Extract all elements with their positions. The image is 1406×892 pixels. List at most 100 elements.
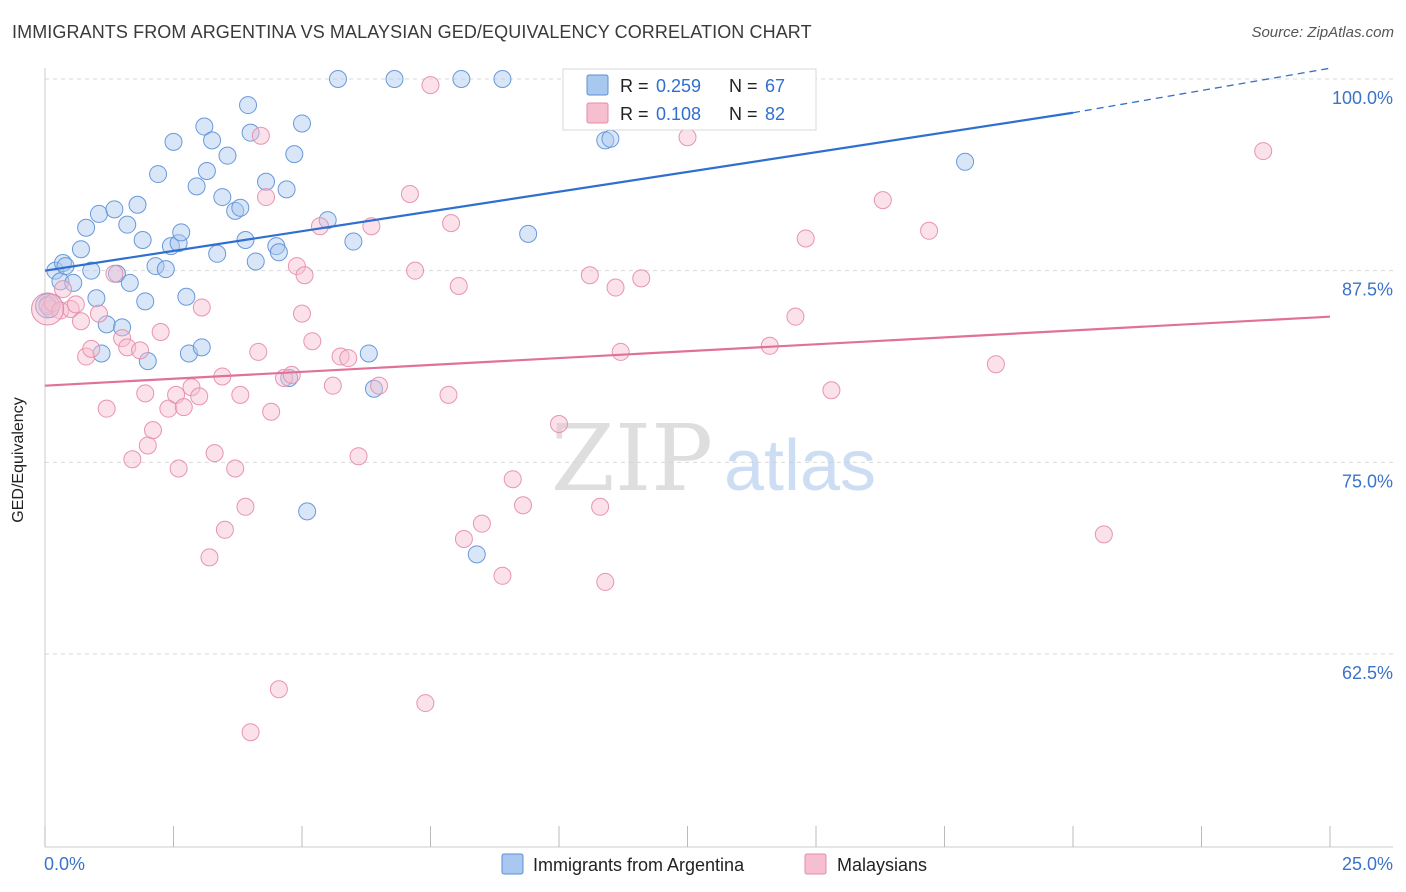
y-tick-label: 75.0% <box>1342 471 1393 491</box>
malaysian-point <box>421 76 440 95</box>
malaysian-point <box>439 385 458 404</box>
malaysian-point <box>416 694 435 713</box>
x-tick-label-max: 25.0% <box>1342 854 1393 874</box>
malaysian-point <box>796 229 815 248</box>
argentina-point <box>213 188 232 207</box>
malaysian-point <box>295 266 314 285</box>
stats-legend: R = 0.259 N = 67 R = 0.108 N = 82 <box>562 68 817 131</box>
argentina-point <box>89 204 108 223</box>
argentina-trendline-extension <box>1072 67 1331 114</box>
malaysian-point <box>986 355 1005 374</box>
chart-title: IMMIGRANTS FROM ARGENTINA VS MALAYSIAN G… <box>12 22 812 42</box>
y-tick-label: 100.0% <box>1332 88 1393 108</box>
argentina-point <box>344 232 363 251</box>
argentina-point <box>156 260 175 279</box>
argentina-point <box>519 224 538 243</box>
argentina-point <box>195 117 214 136</box>
malaysian-point <box>200 548 219 567</box>
argentina-point <box>385 70 404 88</box>
malaysian-point <box>89 304 108 323</box>
legend-n-label: N = <box>729 76 758 96</box>
argentina-point <box>285 145 304 164</box>
malaysian-point <box>786 307 805 326</box>
malaysian-point <box>331 347 350 366</box>
argentina-point <box>113 318 132 337</box>
argentina-point <box>246 252 265 271</box>
argentina-point <box>128 195 147 214</box>
malaysian-point <box>205 444 224 463</box>
argentina-point <box>493 70 512 88</box>
argentina-point <box>192 338 211 357</box>
argentina-point <box>218 146 237 165</box>
grid-layer <box>45 78 1393 655</box>
argentina-point <box>208 244 227 263</box>
malaysian-cluster-point <box>31 292 65 326</box>
malaysian-point <box>349 447 368 466</box>
malaysian-point <box>262 402 281 421</box>
malaysian-point <box>822 381 841 400</box>
malaysian-point <box>249 342 268 361</box>
argentina-point <box>77 218 96 237</box>
argentina-point <box>105 200 124 219</box>
argentina-point <box>87 289 106 308</box>
malaysian-point <box>472 514 491 533</box>
malaysian-point <box>606 278 625 297</box>
malaysian-point <box>226 459 245 478</box>
argentina-trendline <box>44 111 1074 272</box>
series-legend: Immigrants from Argentina Malaysians <box>501 853 927 875</box>
malaysian-point <box>231 385 250 404</box>
malaysian-point <box>215 520 234 539</box>
argentina-point <box>257 172 276 191</box>
argentina-point <box>277 180 296 199</box>
malaysian-point <box>143 421 162 440</box>
malaysian-point <box>442 214 461 233</box>
argentina-point <box>136 292 155 311</box>
malaysian-point <box>192 298 211 317</box>
malaysian-point <box>303 332 322 351</box>
malaysian-point <box>611 342 630 361</box>
watermark-atlas: atlas <box>724 426 876 506</box>
malaysian-point <box>339 349 358 368</box>
malaysian-point <box>287 257 306 276</box>
malaysian-point <box>138 436 157 455</box>
malaysian-point <box>323 376 342 395</box>
malaysian-point <box>632 269 651 288</box>
malaysian-point <box>591 497 610 516</box>
argentina-point <box>452 70 471 88</box>
argentina-point <box>197 162 216 180</box>
argentina-point <box>177 287 196 306</box>
malaysian-point <box>251 126 270 145</box>
series-malaysians-points <box>31 76 1273 742</box>
malaysian-point <box>1254 142 1273 161</box>
watermark-zip: ZIP <box>551 405 713 512</box>
legend-label-malaysians: Malaysians <box>837 855 927 875</box>
argentina-point <box>328 70 347 88</box>
malaysian-point <box>503 470 522 489</box>
malaysian-point <box>53 280 72 299</box>
malaysian-point <box>370 376 389 395</box>
argentina-point <box>298 502 317 521</box>
malaysian-point <box>596 572 615 591</box>
argentina-point <box>146 257 165 276</box>
legend-n-value: 82 <box>765 104 785 124</box>
argentina-point <box>231 198 250 217</box>
argentina-point <box>239 96 258 115</box>
malaysian-point <box>514 496 533 515</box>
malaysian-point <box>550 415 568 433</box>
chart-source: Source: ZipAtlas.com <box>1251 24 1394 41</box>
malaysian-point <box>873 191 892 210</box>
malaysian-point <box>113 329 132 348</box>
argentina-point <box>293 114 311 133</box>
y-tick-label: 87.5% <box>1342 280 1393 300</box>
argentina-point <box>956 152 975 171</box>
argentina-point <box>226 201 245 220</box>
argentina-point <box>149 165 168 184</box>
malaysian-point <box>66 295 85 314</box>
malaysian-point <box>159 399 178 418</box>
trend-layer <box>44 67 1331 387</box>
tick-label-layer: 100.0% 87.5% 75.0% 62.5% 0.0% 25.0% <box>44 88 1393 874</box>
argentina-point <box>164 132 183 151</box>
malaysian-point <box>236 497 255 516</box>
argentina-point <box>241 123 260 142</box>
